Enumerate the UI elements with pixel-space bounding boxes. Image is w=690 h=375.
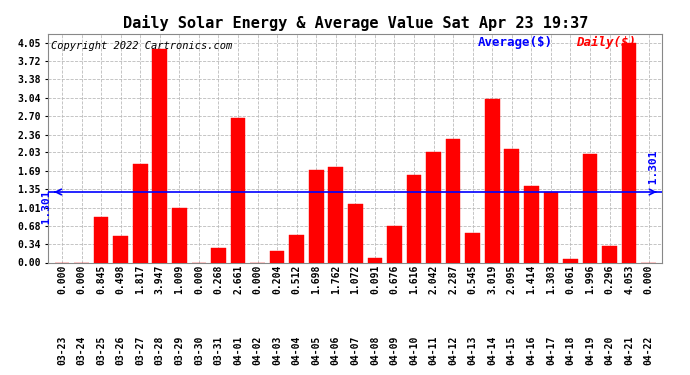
Text: 4.053: 4.053 bbox=[624, 265, 634, 294]
Text: 04-08: 04-08 bbox=[370, 336, 380, 365]
Text: 03-29: 03-29 bbox=[175, 336, 184, 365]
Text: 0.268: 0.268 bbox=[213, 265, 224, 294]
Text: 0.512: 0.512 bbox=[292, 265, 302, 294]
Text: 1.698: 1.698 bbox=[311, 265, 322, 294]
Text: 04-12: 04-12 bbox=[448, 336, 458, 365]
Text: 0.000: 0.000 bbox=[644, 265, 653, 294]
Text: 1.301: 1.301 bbox=[42, 191, 52, 231]
Bar bbox=[563, 259, 578, 262]
Text: 03-23: 03-23 bbox=[57, 336, 67, 365]
Text: 04-10: 04-10 bbox=[409, 336, 419, 365]
Bar bbox=[172, 208, 187, 262]
Bar bbox=[544, 192, 558, 262]
Text: Average($): Average($) bbox=[478, 36, 553, 49]
Bar bbox=[348, 204, 363, 262]
Bar bbox=[368, 258, 382, 262]
Text: 1.817: 1.817 bbox=[135, 265, 145, 294]
Bar bbox=[406, 175, 422, 262]
Text: 04-16: 04-16 bbox=[526, 336, 536, 365]
Text: 04-19: 04-19 bbox=[585, 336, 595, 365]
Bar bbox=[230, 118, 246, 262]
Text: 04-15: 04-15 bbox=[507, 336, 517, 365]
Text: 04-09: 04-09 bbox=[389, 336, 400, 365]
Bar bbox=[289, 235, 304, 262]
Text: Copyright 2022 Cartronics.com: Copyright 2022 Cartronics.com bbox=[51, 40, 233, 51]
Text: 0.000: 0.000 bbox=[57, 265, 67, 294]
Bar bbox=[465, 233, 480, 262]
Bar bbox=[152, 48, 167, 262]
Text: 1.762: 1.762 bbox=[331, 265, 341, 294]
Bar bbox=[446, 138, 460, 262]
Text: 03-30: 03-30 bbox=[194, 336, 204, 365]
Text: 03-25: 03-25 bbox=[96, 336, 106, 365]
Text: 0.498: 0.498 bbox=[116, 265, 126, 294]
Text: 03-28: 03-28 bbox=[155, 336, 165, 365]
Text: 04-03: 04-03 bbox=[272, 336, 282, 365]
Text: 0.545: 0.545 bbox=[468, 265, 477, 294]
Bar bbox=[211, 248, 226, 262]
Text: 0.091: 0.091 bbox=[370, 265, 380, 294]
Text: 0.000: 0.000 bbox=[194, 265, 204, 294]
Text: 03-27: 03-27 bbox=[135, 336, 145, 365]
Text: 04-01: 04-01 bbox=[233, 336, 243, 365]
Text: 0.061: 0.061 bbox=[566, 265, 575, 294]
Text: 0.676: 0.676 bbox=[389, 265, 400, 294]
Text: 1.301: 1.301 bbox=[649, 150, 660, 191]
Text: 03-31: 03-31 bbox=[213, 336, 224, 365]
Bar bbox=[504, 149, 519, 262]
Bar bbox=[328, 167, 343, 262]
Bar bbox=[113, 236, 128, 262]
Bar bbox=[133, 164, 148, 262]
Text: 2.095: 2.095 bbox=[507, 265, 517, 294]
Text: 04-21: 04-21 bbox=[624, 336, 634, 365]
Text: 04-14: 04-14 bbox=[487, 336, 497, 365]
Text: 1.996: 1.996 bbox=[585, 265, 595, 294]
Text: 1.616: 1.616 bbox=[409, 265, 419, 294]
Bar bbox=[426, 152, 441, 262]
Text: 0.204: 0.204 bbox=[272, 265, 282, 294]
Text: 03-26: 03-26 bbox=[116, 336, 126, 365]
Bar bbox=[524, 186, 539, 262]
Text: 2.661: 2.661 bbox=[233, 265, 243, 294]
Text: 1.009: 1.009 bbox=[175, 265, 184, 294]
Text: 04-22: 04-22 bbox=[644, 336, 653, 365]
Text: 04-05: 04-05 bbox=[311, 336, 322, 365]
Text: 03-24: 03-24 bbox=[77, 336, 86, 365]
Text: 04-06: 04-06 bbox=[331, 336, 341, 365]
Bar bbox=[582, 154, 598, 262]
Text: 0.845: 0.845 bbox=[96, 265, 106, 294]
Text: Daily($): Daily($) bbox=[576, 36, 636, 49]
Text: 04-11: 04-11 bbox=[428, 336, 439, 365]
Bar bbox=[387, 226, 402, 262]
Bar bbox=[602, 246, 617, 262]
Text: 2.287: 2.287 bbox=[448, 265, 458, 294]
Text: 1.303: 1.303 bbox=[546, 265, 556, 294]
Text: 04-17: 04-17 bbox=[546, 336, 556, 365]
Text: 3.019: 3.019 bbox=[487, 265, 497, 294]
Bar bbox=[622, 43, 636, 262]
Text: 04-13: 04-13 bbox=[468, 336, 477, 365]
Bar bbox=[309, 171, 324, 262]
Text: 1.072: 1.072 bbox=[351, 265, 360, 294]
Text: 3.947: 3.947 bbox=[155, 265, 165, 294]
Text: 2.042: 2.042 bbox=[428, 265, 439, 294]
Text: 04-18: 04-18 bbox=[566, 336, 575, 365]
Text: 0.000: 0.000 bbox=[253, 265, 263, 294]
Bar bbox=[94, 217, 108, 262]
Bar bbox=[270, 252, 284, 262]
Text: 04-02: 04-02 bbox=[253, 336, 263, 365]
Text: 04-04: 04-04 bbox=[292, 336, 302, 365]
Text: 04-07: 04-07 bbox=[351, 336, 360, 365]
Title: Daily Solar Energy & Average Value Sat Apr 23 19:37: Daily Solar Energy & Average Value Sat A… bbox=[123, 15, 588, 31]
Text: 1.414: 1.414 bbox=[526, 265, 536, 294]
Bar bbox=[485, 99, 500, 262]
Text: 0.296: 0.296 bbox=[604, 265, 615, 294]
Text: 0.000: 0.000 bbox=[77, 265, 86, 294]
Text: 04-20: 04-20 bbox=[604, 336, 615, 365]
